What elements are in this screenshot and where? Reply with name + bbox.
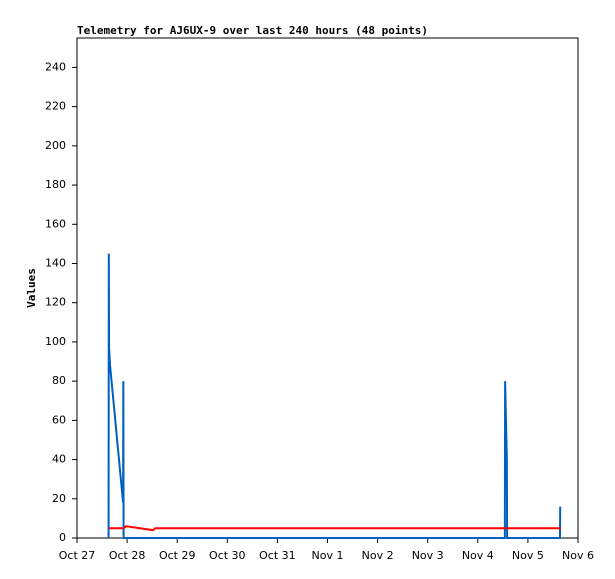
x-tick-label: Oct 28	[109, 549, 146, 562]
y-tick-label: 140	[45, 256, 66, 269]
x-tick-label: Nov 3	[412, 549, 444, 562]
x-tick-label: Oct 30	[209, 549, 246, 562]
y-tick-label: 180	[45, 178, 66, 191]
y-tick-label: 40	[52, 453, 66, 466]
y-tick-label: 220	[45, 100, 66, 113]
y-tick-label: 120	[45, 296, 66, 309]
y-tick-label: 100	[45, 335, 66, 348]
x-tick-label: Oct 31	[259, 549, 296, 562]
x-tick-label: Nov 2	[362, 549, 394, 562]
x-tick-label: Nov 4	[462, 549, 494, 562]
y-tick-label: 20	[52, 492, 66, 505]
y-tick-label: 0	[59, 531, 66, 544]
y-tick-label: 240	[45, 60, 66, 73]
y-tick-label: 60	[52, 413, 66, 426]
y-axis-label: Values	[25, 268, 38, 308]
y-tick-label: 200	[45, 139, 66, 152]
x-tick-label: Oct 27	[59, 549, 96, 562]
y-tick-label: 160	[45, 217, 66, 230]
plot-frame	[76, 37, 579, 539]
series-line	[108, 525, 561, 532]
series-line	[107, 253, 562, 539]
y-tick-label: 80	[52, 374, 66, 387]
x-tick-label: Nov 5	[512, 549, 544, 562]
x-tick-label: Nov 1	[312, 549, 344, 562]
x-tick-label: Oct 29	[159, 549, 196, 562]
chart-title: Telemetry for AJ6UX-9 over last 240 hour…	[77, 24, 428, 37]
x-tick-label: Nov 6	[562, 549, 594, 562]
